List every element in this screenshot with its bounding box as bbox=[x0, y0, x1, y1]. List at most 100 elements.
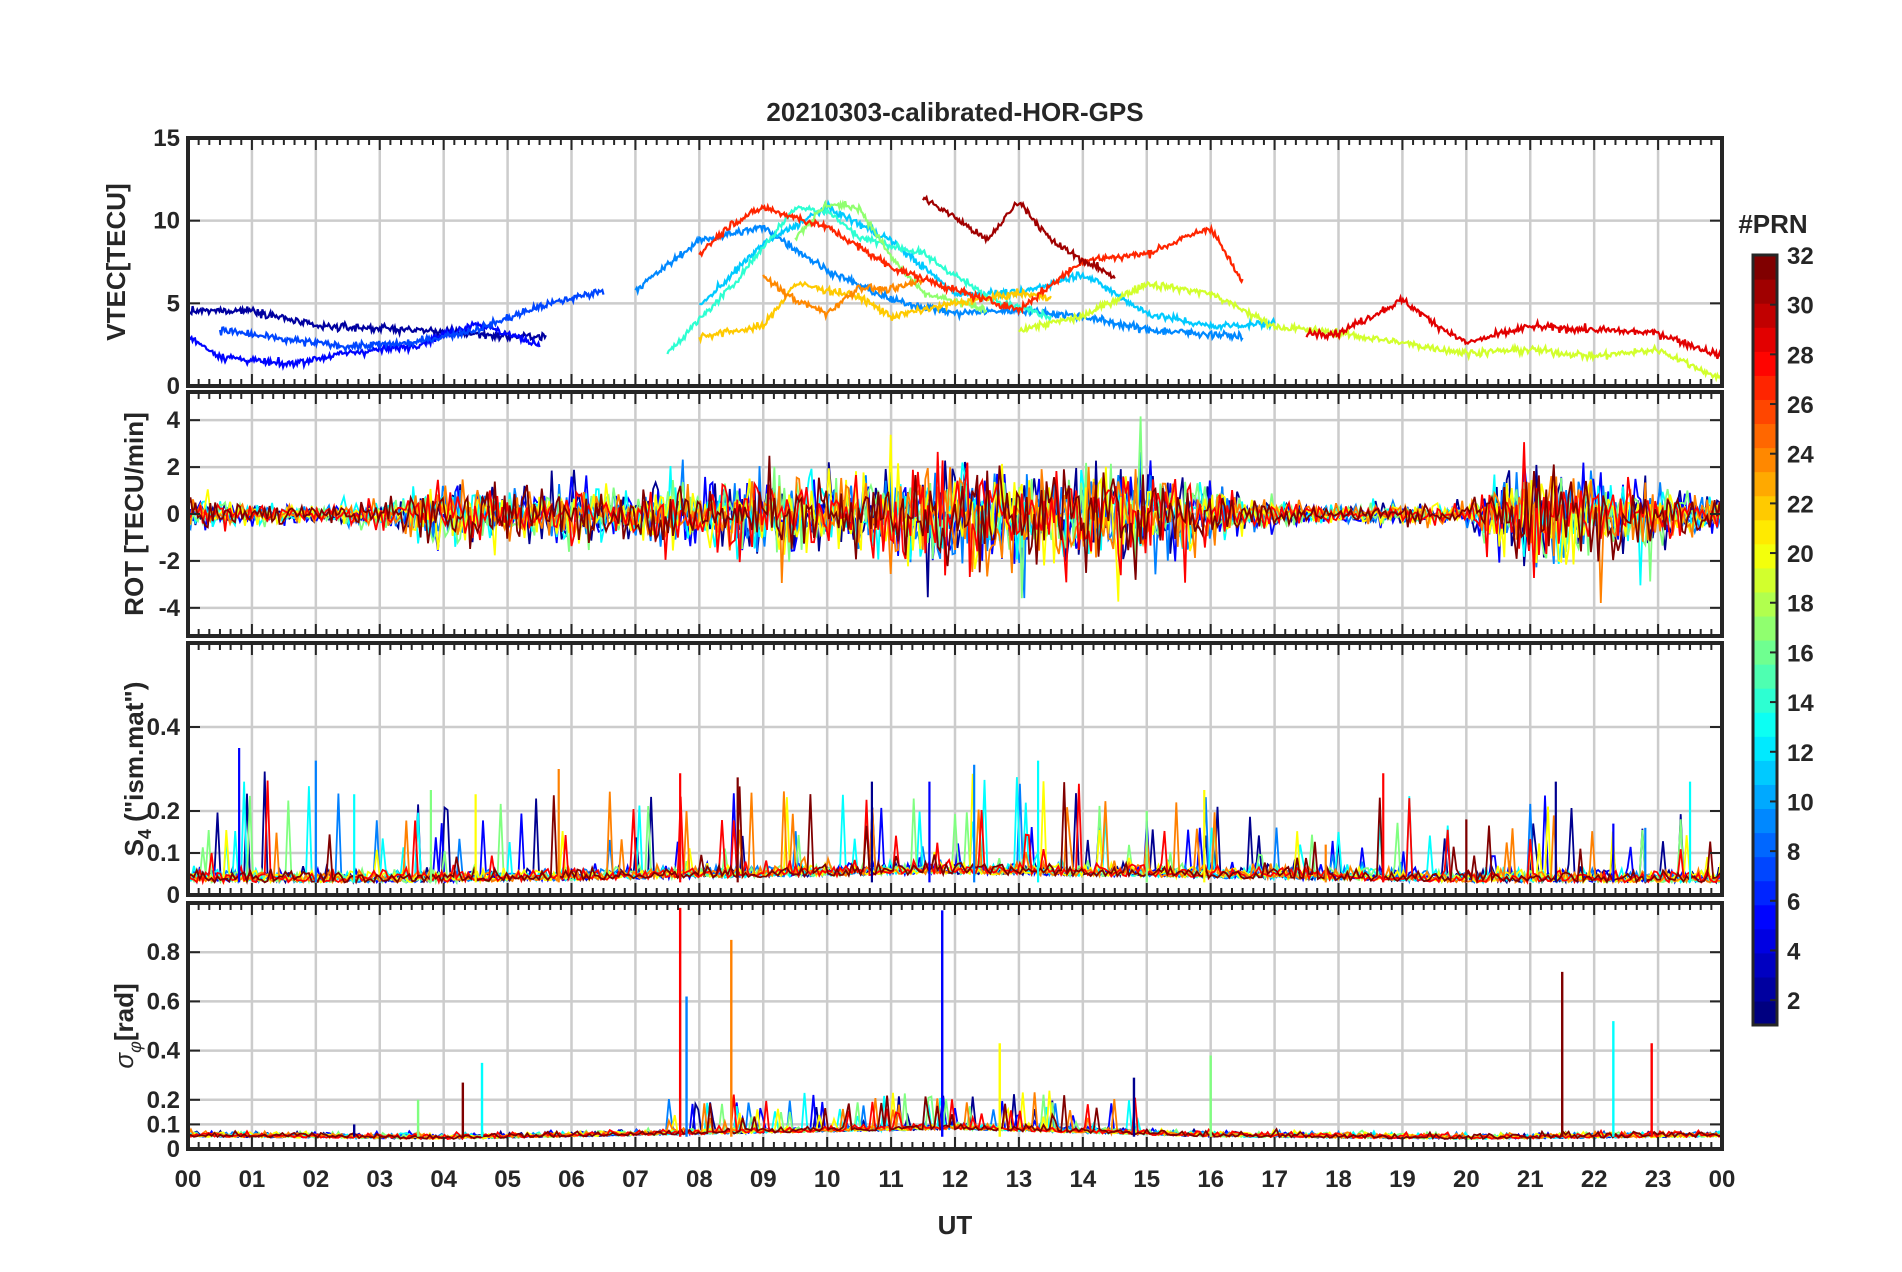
x-tick-label: 22 bbox=[1581, 1166, 1608, 1193]
colorbar-segment bbox=[1753, 495, 1777, 521]
x-tick-label: 09 bbox=[750, 1166, 777, 1193]
colorbar-segment bbox=[1753, 784, 1777, 810]
y-tick-label: 0.2 bbox=[147, 1087, 180, 1114]
series-line bbox=[188, 442, 1722, 583]
y-tick-label: 0.1 bbox=[147, 1111, 180, 1138]
colorbar-segment bbox=[1753, 976, 1777, 1002]
axes-frame bbox=[186, 901, 1724, 1151]
y-axis-label: ROT [TECU/min] bbox=[119, 412, 149, 616]
series-line bbox=[188, 320, 541, 371]
x-tick-label: 05 bbox=[494, 1166, 521, 1193]
colorbar-segment bbox=[1753, 351, 1777, 376]
series-line bbox=[188, 304, 547, 344]
y-axis-label: S4 ("ism.mat") bbox=[119, 682, 155, 857]
y-tick-label: 4 bbox=[167, 407, 181, 434]
x-tick-label: 00 bbox=[175, 1166, 202, 1193]
colorbar-tick-label: 2 bbox=[1787, 988, 1800, 1015]
series-line bbox=[922, 194, 1116, 280]
colorbar-segment bbox=[1753, 615, 1777, 641]
y-tick-label: 0.4 bbox=[147, 714, 181, 741]
x-tick-label: 01 bbox=[239, 1166, 266, 1193]
colorbar-tick-label: 26 bbox=[1787, 392, 1814, 419]
x-tick-label: 14 bbox=[1069, 1166, 1096, 1193]
colorbar-tick-label: 4 bbox=[1787, 938, 1801, 965]
colorbar-segment bbox=[1753, 856, 1777, 882]
axes-frame bbox=[186, 390, 1724, 638]
x-tick-label: 06 bbox=[558, 1166, 585, 1193]
colorbar-tick-label: 14 bbox=[1787, 690, 1814, 717]
x-tick-label: 15 bbox=[1133, 1166, 1160, 1193]
colorbar-tick-label: 20 bbox=[1787, 541, 1814, 568]
colorbar-segment bbox=[1753, 423, 1777, 449]
colorbar-segment bbox=[1753, 928, 1777, 954]
y-tick-label: 0.4 bbox=[147, 1038, 181, 1065]
y-axis-label-subscript: 4 bbox=[135, 829, 155, 839]
colorbar-segment bbox=[1753, 952, 1777, 978]
y-tick-label: 5 bbox=[167, 290, 180, 317]
x-tick-label: 13 bbox=[1006, 1166, 1033, 1193]
y-axis-label-text: ("ism.mat") bbox=[119, 682, 149, 829]
axes-frame bbox=[186, 136, 1724, 388]
colorbar-segment bbox=[1753, 1000, 1777, 1026]
colorbar-tick-label: 28 bbox=[1787, 342, 1814, 369]
colorbar-tick-label: 6 bbox=[1787, 889, 1800, 916]
panel-rot: -4 -2 0 2 4 ROT [TECU/min] bbox=[119, 390, 1724, 638]
colorbar-segment bbox=[1753, 808, 1777, 834]
panel-sigma_phi: 00.10.20.40.60.8σφ[rad]00 01 02 03 04 05 06 07 0… bbox=[109, 901, 1736, 1193]
y-tick-label: 0 bbox=[167, 1136, 180, 1163]
series-group bbox=[188, 748, 1722, 886]
colorbar-segment bbox=[1753, 279, 1777, 304]
colorbar-segment bbox=[1753, 447, 1777, 473]
colorbar-segment bbox=[1753, 303, 1777, 328]
y-axis-label-text: S bbox=[119, 839, 149, 856]
colorbar-segment bbox=[1753, 567, 1777, 593]
colorbar-segment bbox=[1753, 543, 1777, 569]
series-line bbox=[762, 274, 924, 322]
x-tick-label: 19 bbox=[1389, 1166, 1416, 1193]
colorbar-tick-label: 32 bbox=[1787, 243, 1814, 270]
y-axis-label-text: σ bbox=[109, 1052, 139, 1069]
chart-title: 20210303-calibrated-HOR-GPS bbox=[766, 97, 1143, 127]
y-tick-label: 0 bbox=[167, 882, 180, 909]
x-tick-label: 00 bbox=[1709, 1166, 1736, 1193]
series-line bbox=[698, 202, 1244, 316]
x-tick-label: 16 bbox=[1197, 1166, 1224, 1193]
x-tick-label: 23 bbox=[1645, 1166, 1672, 1193]
colorbar-segment bbox=[1753, 375, 1777, 400]
x-tick-label: 08 bbox=[686, 1166, 713, 1193]
colorbar-segment bbox=[1753, 688, 1777, 713]
y-axis-label: VTEC[TECU] bbox=[101, 183, 131, 340]
x-tick-label: 03 bbox=[366, 1166, 393, 1193]
colorbar-segment bbox=[1753, 832, 1777, 858]
colorbar-tick-label: 30 bbox=[1787, 293, 1814, 320]
series-line bbox=[188, 452, 1722, 599]
x-tick-label: 10 bbox=[814, 1166, 841, 1193]
series-line bbox=[218, 288, 605, 354]
y-tick-label: 10 bbox=[153, 208, 180, 235]
x-tick-label: 17 bbox=[1261, 1166, 1288, 1193]
panel-vtec: 0 5 10 15 VTEC[TECU] bbox=[101, 125, 1724, 400]
y-tick-label: 0.2 bbox=[147, 798, 180, 825]
x-tick-label: 07 bbox=[622, 1166, 649, 1193]
colorbar-tick-label: 22 bbox=[1787, 491, 1814, 518]
y-tick-label: 0.6 bbox=[147, 988, 180, 1015]
y-axis-label-subscript: φ bbox=[125, 1041, 145, 1053]
colorbar-segment bbox=[1753, 712, 1777, 737]
series-line bbox=[188, 455, 1722, 580]
y-tick-label: 0.8 bbox=[147, 939, 180, 966]
colorbar-segment bbox=[1753, 664, 1777, 689]
colorbar-segment bbox=[1753, 591, 1777, 617]
series-group bbox=[188, 416, 1722, 604]
x-tick-label: 04 bbox=[430, 1166, 457, 1193]
series-line bbox=[1305, 293, 1722, 360]
y-axis-label-text: [rad] bbox=[109, 983, 139, 1041]
colorbar-segment bbox=[1753, 471, 1777, 497]
x-axis-label: UT bbox=[938, 1210, 973, 1240]
panel-s4: 00.10.20.4S4 ("ism.mat") bbox=[119, 641, 1724, 909]
colorbar-segment bbox=[1753, 904, 1777, 930]
y-tick-label: 0.1 bbox=[147, 840, 180, 867]
y-axis-label: σφ[rad] bbox=[109, 983, 145, 1068]
colorbar-segment bbox=[1753, 760, 1777, 785]
x-tick-label: 12 bbox=[942, 1166, 969, 1193]
